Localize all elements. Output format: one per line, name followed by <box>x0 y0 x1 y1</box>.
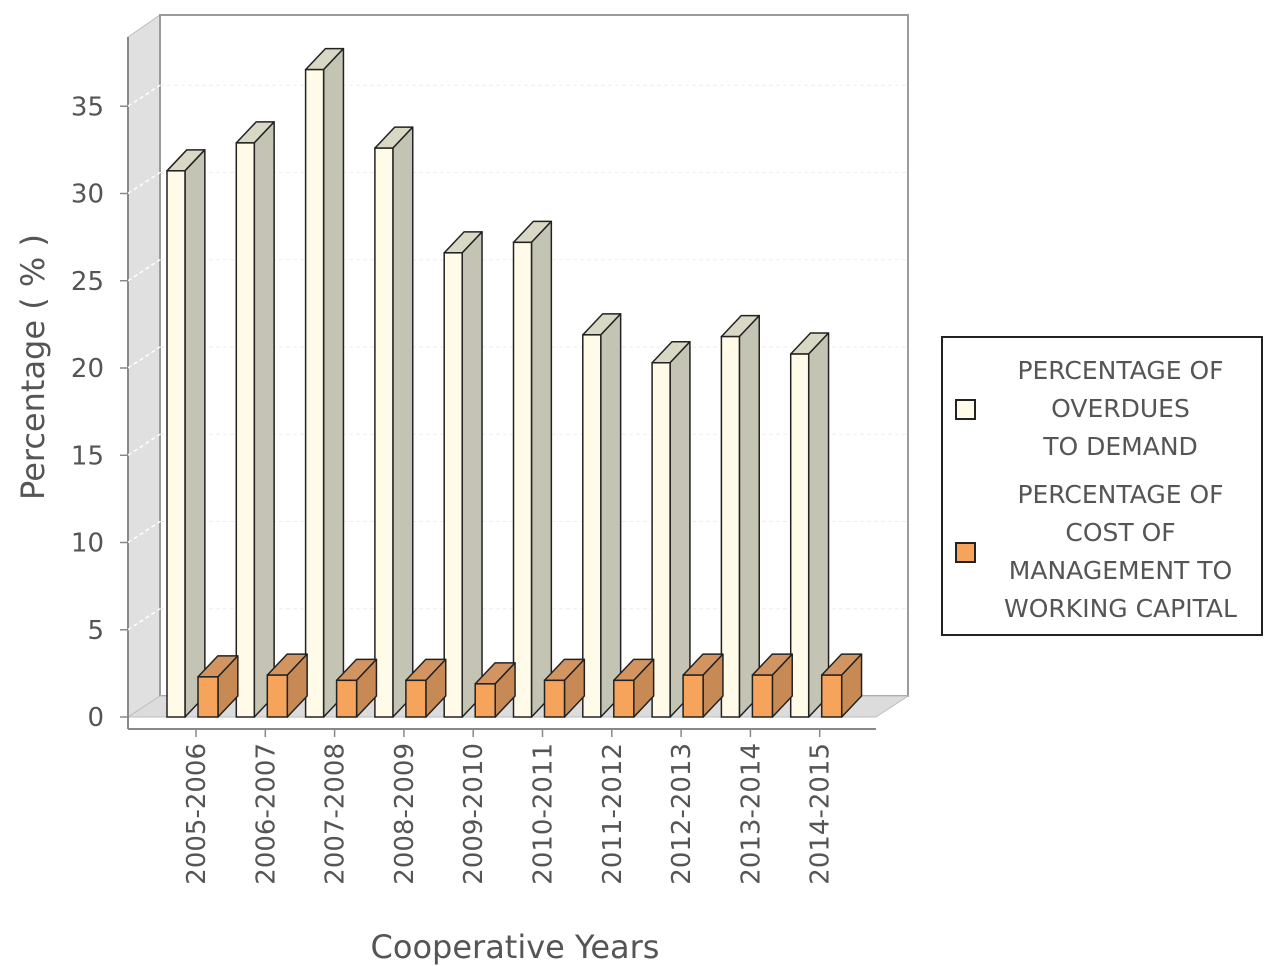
y-tick-label: 20 <box>71 354 104 384</box>
bar-side-face <box>253 121 275 718</box>
bar-front-face <box>235 142 256 718</box>
gridline <box>127 84 161 107</box>
bars <box>166 47 863 718</box>
legend-label-cost-of-management: PERCENTAGE OF COST OF MANAGEMENT TO WORK… <box>1004 480 1237 623</box>
bar-cost-of-management <box>197 655 239 718</box>
y-tick-label: 10 <box>71 529 104 559</box>
x-tick-label: 2014-2015 <box>806 743 836 885</box>
bar-side-face <box>461 231 483 718</box>
bar-side-face <box>322 47 345 718</box>
bar-front-face <box>751 674 774 718</box>
bar-overdues <box>789 332 830 718</box>
bar-front-face <box>335 679 358 718</box>
bar-cost-of-management <box>474 662 516 718</box>
x-tick-label: 2010-2011 <box>529 743 559 885</box>
bar-front-face <box>613 679 635 718</box>
x-axis-title: Cooperative Years <box>371 928 660 966</box>
bar-overdues <box>720 314 760 718</box>
bar-front-face <box>166 170 186 718</box>
y-tick-label: 15 <box>71 441 104 471</box>
bar-overdues <box>166 149 206 718</box>
bar-cost-of-management <box>820 653 863 718</box>
bar-front-face <box>682 674 704 718</box>
bar-front-face <box>197 676 219 718</box>
bar-front-face <box>266 674 289 718</box>
legend-label-overdues: PERCENTAGE OF OVERDUES TO DEMAND <box>1017 356 1224 461</box>
gridline <box>127 608 161 631</box>
bar-front-face <box>405 679 427 718</box>
legend-item-cost-of-management: PERCENTAGE OF COST OF MANAGEMENT TO WORK… <box>943 476 1265 628</box>
legend-swatch-overdues <box>955 398 976 420</box>
left-wall <box>127 14 161 718</box>
x-tick-label: 2008-2009 <box>390 743 420 885</box>
x-tick-label: 2012-2013 <box>667 743 697 885</box>
x-tick-label: 2009-2010 <box>459 743 489 885</box>
bar-front-face <box>582 334 602 718</box>
bar-overdues <box>304 47 345 718</box>
bar-overdues <box>582 313 622 718</box>
legend: PERCENTAGE OF OVERDUES TO DEMAND PERCENT… <box>941 336 1263 636</box>
bar-front-face <box>443 252 463 718</box>
bar-side-face <box>807 332 830 718</box>
x-tick-label: 2013-2014 <box>736 743 766 885</box>
gridline <box>127 259 161 282</box>
bar-front-face <box>543 679 566 718</box>
legend-swatch-cost-of-management <box>955 541 976 563</box>
bar-front-face <box>474 683 496 718</box>
bar-front-face <box>820 674 843 718</box>
bar-front-face <box>304 68 325 718</box>
bar-side-face <box>392 126 414 718</box>
bar-side-face <box>738 314 760 718</box>
bar-overdues <box>235 121 275 718</box>
gridline <box>127 433 161 456</box>
bar-side-face <box>530 220 553 718</box>
y-tick-label: 30 <box>71 180 104 210</box>
y-tick-label: 5 <box>87 616 104 646</box>
gridline <box>127 346 161 369</box>
legend-item-overdues: PERCENTAGE OF OVERDUES TO DEMAND <box>943 352 1265 466</box>
bar-cost-of-management <box>751 653 793 718</box>
bar-side-face <box>669 341 691 718</box>
bar-cost-of-management <box>543 658 586 718</box>
y-tick-label: 25 <box>71 267 104 297</box>
y-tick-label: 0 <box>87 703 104 733</box>
y-axis-title: Percentage ( % ) <box>14 234 52 500</box>
bar-cost-of-management <box>266 653 308 718</box>
bar-front-face <box>512 241 533 718</box>
bar-front-face <box>720 335 741 718</box>
x-tick-label: 2011-2012 <box>598 743 628 885</box>
bar-front-face <box>789 353 810 718</box>
y-axis-ticks: 0 5 10 15 20 25 30 35 <box>71 92 128 733</box>
bar-cost-of-management <box>682 653 724 718</box>
bar-side-face <box>184 149 206 718</box>
bar-overdues <box>374 126 414 718</box>
x-axis-ticks: 2005-2006 2006-2007 2007-2008 2008-2009 2009… <box>182 729 836 885</box>
bar-cost-of-management <box>613 658 655 718</box>
bar-cost-of-management <box>335 658 378 718</box>
x-tick-label: 2007-2008 <box>321 743 351 885</box>
bar-overdues <box>512 220 553 718</box>
y-tick-label: 35 <box>71 92 104 122</box>
bar-overdues <box>651 341 691 718</box>
gridline <box>127 171 161 195</box>
bar-front-face <box>651 362 671 718</box>
x-tick-label: 2005-2006 <box>182 743 212 885</box>
bar-side-face <box>600 313 622 718</box>
bar-front-face <box>374 147 394 718</box>
bar-cost-of-management <box>405 658 447 718</box>
x-tick-label: 2006-2007 <box>251 743 281 885</box>
gridline <box>127 520 161 544</box>
bar-overdues <box>443 231 483 718</box>
